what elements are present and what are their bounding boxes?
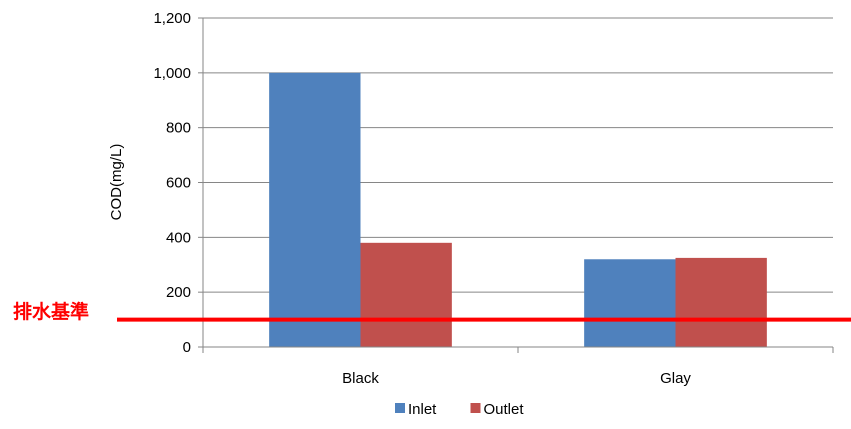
x-tick-label: Glay: [660, 370, 691, 387]
y-tick-label: 1,200: [153, 10, 191, 27]
bar-outlet-black: [360, 242, 452, 347]
legend-label-outlet: Outlet: [484, 401, 525, 418]
legend: Inlet Outlet: [395, 401, 524, 418]
bar-inlet-glay: [584, 259, 676, 347]
axes: 0 200 400 600 800 1,000 1,200 Black Glay: [153, 10, 834, 387]
legend-label-inlet: Inlet: [408, 401, 437, 418]
reference-line-label: 排水基準: [13, 300, 89, 323]
legend-swatch-inlet: [395, 403, 405, 413]
bar-outlet-glay: [675, 257, 767, 347]
y-tick-label: 600: [166, 175, 191, 192]
x-tick-label: Black: [342, 370, 379, 387]
y-tick-label: 1,000: [153, 65, 191, 82]
y-axis-title: COD(mg/L): [108, 144, 125, 221]
bars: [269, 72, 767, 347]
y-tick-label: 800: [166, 120, 191, 137]
y-tick-label: 0: [183, 339, 191, 356]
y-tick-label: 200: [166, 284, 191, 301]
legend-swatch-outlet: [470, 403, 481, 413]
y-tick-label: 400: [166, 229, 191, 246]
reference-line-group: 排水基準: [13, 300, 851, 323]
bar-inlet-black: [269, 72, 361, 347]
